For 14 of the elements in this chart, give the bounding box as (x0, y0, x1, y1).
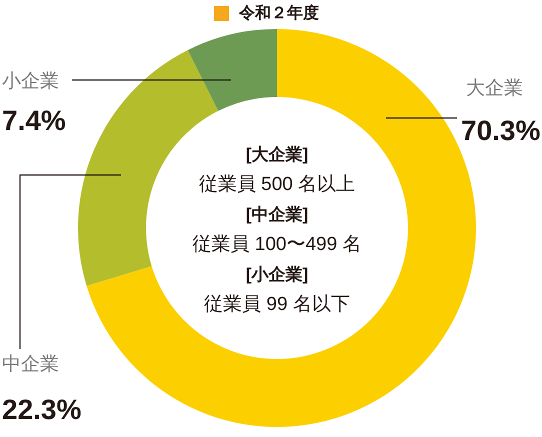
data-label: 22.3% (2, 394, 82, 425)
chart-title: 令和２年度 (238, 3, 319, 22)
text: 従業員 100〜499 名 (192, 234, 362, 255)
text: [大企業] (246, 145, 308, 164)
text: [中企業] (246, 205, 308, 224)
slice-label: 中企業 (2, 354, 59, 375)
text: [小企業] (246, 265, 308, 284)
text: 従業員 99 名以下 (204, 294, 350, 315)
data-label: 70.3% (461, 115, 540, 146)
text: 従業員 500 名以上 (198, 174, 356, 195)
donut-slice (188, 29, 277, 111)
slice-label: 大企業 (466, 78, 523, 99)
data-label: 7.4% (2, 105, 66, 136)
slice-label: 小企業 (2, 71, 59, 92)
